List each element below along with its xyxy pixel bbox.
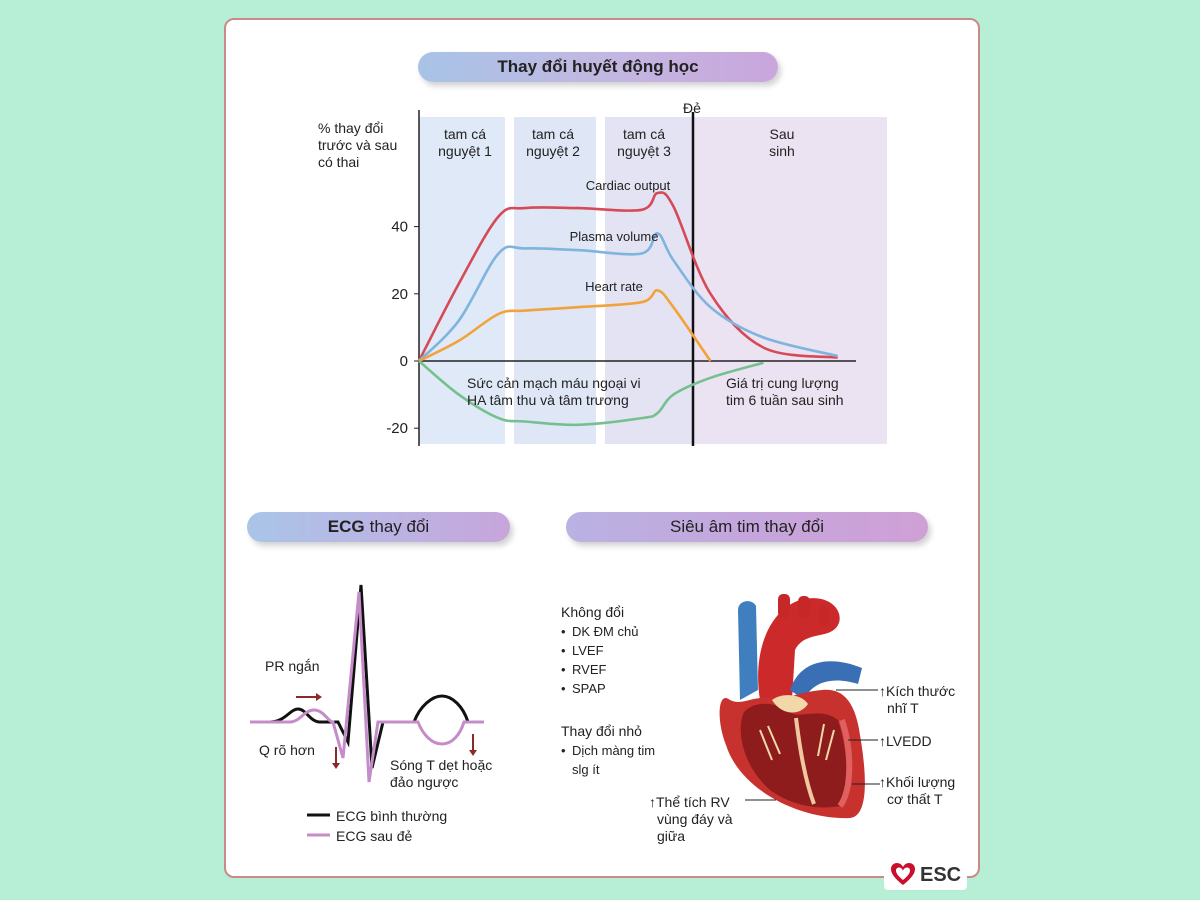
valve-tissue <box>772 695 808 713</box>
echo-title: Siêu âm tim thay đổi <box>566 512 928 542</box>
up-arrow-icon: ↑ <box>879 774 886 790</box>
period-label-postpartum: Sau sinh <box>769 126 795 159</box>
annotation-lv-mass: ↑Khối lượng cơ thất T <box>879 774 956 807</box>
series-line <box>418 289 712 363</box>
pulmonary-artery <box>790 661 862 700</box>
y-tick-label: 40 <box>391 219 408 236</box>
svc-vessel <box>738 601 758 700</box>
up-arrow-icon: ↑ <box>879 733 886 749</box>
t-down-arrow-icon <box>469 734 477 756</box>
period-band <box>514 117 596 444</box>
annotation-lvedd: ↑LVEDD <box>879 733 932 749</box>
series-line <box>418 232 839 362</box>
y-tick-label: -20 <box>386 420 408 437</box>
t-wave-label: Sóng T dẹt hoặc đảo ngược <box>390 757 493 790</box>
period-label-t3: tam cá nguyệt 3 <box>617 126 671 159</box>
legend-postpartum-label: ECG sau đẻ <box>336 828 413 844</box>
pr-label: PR ngắn <box>265 658 320 674</box>
list-item-continuation: slg ít <box>572 762 600 777</box>
y-tick-label: 0 <box>400 353 408 370</box>
echo-unchanged-list: Không đổi DK ĐM chủ LVEF RVEF SPAP <box>561 603 638 698</box>
q-label: Q rõ hơn <box>259 742 315 758</box>
series-label: Plasma volume <box>570 229 659 244</box>
list-item: RVEF <box>561 660 638 679</box>
period-band <box>605 117 693 444</box>
septum <box>794 717 816 805</box>
list-item: SPAP <box>561 679 638 698</box>
ecg-title: ECG thay đổi <box>247 512 510 542</box>
series-line <box>418 360 764 427</box>
q-down-arrow-icon <box>332 747 340 769</box>
aorta-branch <box>778 594 790 618</box>
series-label: Heart rate <box>585 279 643 294</box>
echo-minor-list: Thay đổi nhỏ Dịch màng tim slg ít <box>561 722 655 779</box>
ecg-title-rest: thay đổi <box>369 517 430 536</box>
annotation-rv: ↑Thể tích RV vùng đáy và giữa <box>649 794 733 844</box>
series-label: Cardiac output <box>586 178 671 193</box>
list-item: DK ĐM chủ <box>561 622 638 641</box>
aorta-branch <box>818 606 830 626</box>
y-axis-label: % thay đổi trước và sau có thai <box>318 120 398 170</box>
ecg-normal-trace <box>250 584 484 769</box>
recovery-note: Giá trị cung lượng tim 6 tuần sau sinh <box>726 375 844 408</box>
heart-interior <box>740 703 847 808</box>
period-label-t1: tam cá nguyệt 1 <box>438 126 492 159</box>
hemodynamics-title: Thay đổi huyết động học <box>418 52 778 82</box>
y-tick-label: 20 <box>391 286 408 303</box>
annotation-la: ↑Kích thước nhĩ T <box>879 683 956 716</box>
heart-logo-icon <box>891 863 915 885</box>
chordae <box>759 723 835 761</box>
up-arrow-icon: ↑ <box>879 683 886 699</box>
lv-wall <box>837 719 853 808</box>
period-band <box>694 117 887 444</box>
ecg-title-bold: ECG <box>327 517 365 536</box>
period-label-t2: tam cá nguyệt 2 <box>526 126 580 159</box>
esc-logo: ESC <box>884 860 968 890</box>
aorta-branch <box>798 596 810 618</box>
resistance-note: Sức cản mạch máu ngoại vi HA tâm thu và t… <box>467 375 641 408</box>
up-arrow-icon: ↑ <box>649 794 656 810</box>
legend-normal-label: ECG bình thường <box>336 808 448 824</box>
ecg-postpartum-trace <box>250 591 484 783</box>
series-line <box>417 191 838 362</box>
minor-title: Thay đổi nhỏ <box>561 723 642 739</box>
list-item: LVEF <box>561 641 638 660</box>
delivery-label: Đẻ <box>683 100 701 116</box>
pr-arrow-icon <box>296 693 322 701</box>
list-item: Dịch màng tim <box>561 741 655 760</box>
esc-logo-text: ESC <box>920 863 962 886</box>
unchanged-title: Không đổi <box>561 604 625 620</box>
